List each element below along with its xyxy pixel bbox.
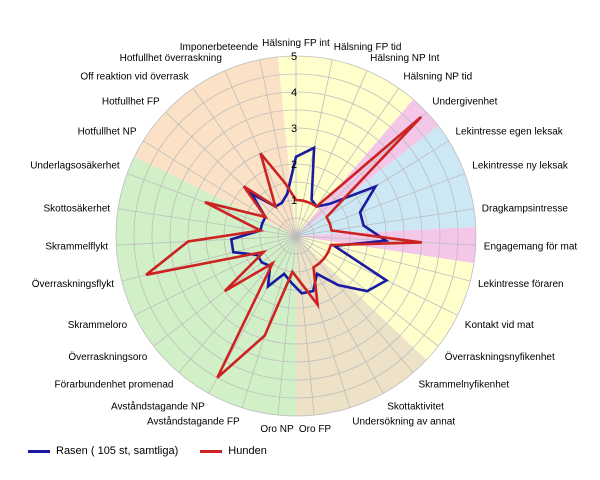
category-label: Off reaktion vid överrask [80, 72, 189, 83]
grid-spoke [295, 173, 465, 237]
grid-spoke [295, 235, 471, 282]
grid-spoke [295, 235, 414, 373]
category-label: Skrammelnyfikenhet [419, 380, 510, 391]
tick-label: 3 [291, 123, 297, 135]
category-label: Förarbundenhet promenad [55, 380, 174, 391]
grid-spoke [116, 235, 297, 246]
legend-item-dog: Hunden [200, 445, 267, 457]
grid-spoke [165, 111, 297, 237]
category-label: Dragkampsintresse [482, 204, 569, 215]
grid-spoke [241, 235, 297, 408]
radial-tick-labels: 1 2 3 4 5 [291, 51, 297, 207]
category-label: Överraskningsflykt [32, 278, 114, 290]
grid-spoke [295, 235, 458, 316]
grid-spoke [295, 235, 384, 394]
category-label: Hotfullhet NP [78, 127, 137, 138]
grid-spoke [277, 235, 297, 416]
category-label: Skrammelflykt [45, 242, 108, 253]
grid-spoke [178, 235, 297, 373]
grid-spoke [295, 208, 474, 237]
category-label: Hälsning FP int [262, 38, 330, 49]
category-label: Lekintresse egen leksak [456, 127, 564, 138]
grid-spoke [295, 235, 351, 408]
category-label: Hotfullhet FP [102, 97, 160, 108]
category-label: Hotfullhet överraskning [120, 53, 222, 64]
category-label: Underlagsosäkerhet [30, 161, 120, 172]
category-label: Överraskningsnyfikenhet [445, 351, 555, 363]
grid-spoke [259, 59, 297, 237]
category-label: Undersökning av annat [352, 416, 455, 427]
category-label: Hälsning FP tid [334, 42, 402, 53]
category-label: Engagemang för mat [484, 242, 578, 253]
tick-label: 1 [291, 195, 297, 207]
legend-label-breed: Rasen ( 105 st, samtliga) [56, 445, 179, 457]
series-line-dog [145, 115, 423, 379]
category-label: Skrammeloro [68, 320, 128, 331]
grid-spoke [134, 235, 297, 316]
legend-label-dog: Hunden [228, 445, 267, 457]
legend-swatch-breed [28, 449, 50, 453]
category-label: Oro NP [260, 424, 294, 435]
category-label: Lekintresse föraren [478, 279, 564, 290]
series-lines [145, 115, 423, 379]
category-label: Hälsning NP Int [370, 53, 440, 64]
tick-label: 4 [291, 87, 297, 99]
sector-6 [115, 156, 297, 416]
category-label: Avståndstagande NP [111, 400, 205, 412]
sector-3 [296, 226, 477, 264]
legend-item-breed: Rasen ( 105 st, samtliga) [28, 445, 178, 457]
tick-label: 2 [291, 159, 297, 171]
legend: Rasen ( 105 st, samtliga) Hunden [28, 445, 267, 457]
category-label: Lekintresse ny leksak [472, 161, 569, 172]
category-label: Undergivenhet [432, 97, 497, 108]
category-label: Hälsning NP tid [403, 72, 472, 83]
category-label: Överraskningsoro [68, 351, 147, 363]
category-label: Kontakt vid mat [465, 320, 534, 331]
category-label: Skottaktivitet [387, 401, 444, 412]
category-label: Oro FP [299, 424, 332, 435]
sector-7 [134, 56, 296, 236]
grid-spoke [192, 88, 297, 237]
grid-spoke [118, 208, 297, 237]
category-label: Skottosäkerhet [43, 204, 110, 215]
grid-spoke [295, 70, 368, 237]
category-label: Avståndstagande FP [147, 415, 240, 427]
grid-spoke [295, 88, 400, 237]
category-label: Imponerbeteende [180, 42, 259, 53]
grid-spoke [143, 140, 297, 237]
legend-swatch-dog [200, 449, 223, 453]
grid-spoke [295, 235, 315, 416]
tick-label: 5 [291, 51, 297, 63]
